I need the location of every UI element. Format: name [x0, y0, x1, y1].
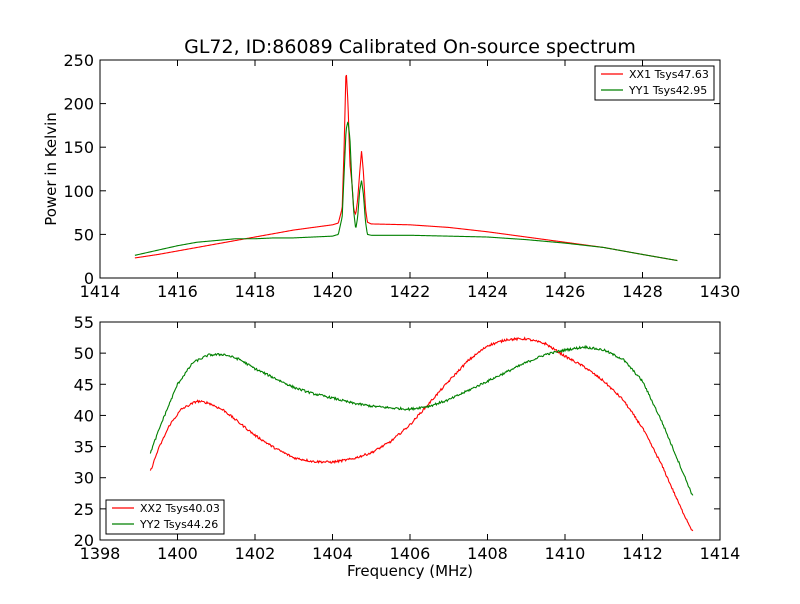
chart-title: GL72, ID:86089 Calibrated On-source spec… [184, 36, 636, 58]
bottom-y-tick-label: 20 [74, 531, 94, 550]
bottom-plot-area [99, 321, 721, 541]
top-y-tick-label: 250 [63, 51, 94, 70]
top-y-tick-label: 100 [63, 182, 94, 201]
top-x-tick-label: 1418 [235, 282, 276, 301]
x-axis-label: Frequency (MHz) [347, 562, 473, 580]
top-series-yy-line [134, 121, 678, 262]
top-y-tick-label: 50 [74, 225, 94, 244]
bottom-x-tick-label: 1414 [700, 544, 741, 563]
legend-label-yy2: YY2 Tsys44.26 [139, 518, 218, 531]
top-x-tick-label: 1420 [312, 282, 353, 301]
bottom-x-tick-label: 1402 [235, 544, 276, 563]
top-y-tick-label: 150 [63, 138, 94, 157]
top-x-tick-label: 1426 [545, 282, 586, 301]
top-legend-box [594, 65, 715, 101]
top-axis-ticks: 1414 1416 1418 1420 1422 1424 1426 1428 1430 0 50 1… [63, 51, 740, 301]
top-x-tick-label: 1416 [157, 282, 198, 301]
top-x-tick-label: 1430 [700, 282, 741, 301]
legend-label-yy1: YY1 Tsys42.95 [628, 84, 707, 97]
bottom-y-tick-label: 40 [74, 406, 94, 425]
bottom-x-tick-label: 1406 [390, 544, 431, 563]
bottom-axis-ticks: 1398 1400 1402 1404 1406 1408 1410 1412 1414 20 25… [74, 313, 741, 563]
bottom-legend: XX2 Tsys40.03 YY2 Tsys44.26 [105, 499, 225, 535]
top-y-axis-label: Power in Kelvin [42, 112, 60, 226]
top-y-tick-label: 200 [63, 95, 94, 114]
top-y-tick-label: 0 [84, 269, 94, 288]
bottom-x-tick-label: 1410 [545, 544, 586, 563]
bottom-y-tick-label: 30 [74, 469, 94, 488]
top-legend: XX1 Tsys47.63 YY1 Tsys42.95 [594, 65, 715, 101]
bottom-y-tick-label: 50 [74, 344, 94, 363]
bottom-y-tick-label: 45 [74, 375, 94, 394]
bottom-x-tick-label: 1404 [312, 544, 353, 563]
top-series-xx-line [134, 74, 678, 262]
top-x-tick-label: 1428 [622, 282, 663, 301]
bottom-series-yy-line [149, 344, 694, 496]
legend-label-xx2: XX2 Tsys40.03 [140, 502, 220, 515]
bottom-x-tick-label: 1408 [467, 544, 508, 563]
top-x-tick-label: 1422 [390, 282, 431, 301]
bottom-panel: Frequency (MHz) 1398 1400 1402 1404 1406 1408… [74, 313, 741, 580]
bottom-y-tick-label: 25 [74, 500, 94, 519]
top-series-lines [134, 74, 678, 262]
bottom-series-xx-line [149, 336, 694, 532]
top-x-tick-label: 1414 [80, 282, 121, 301]
bottom-y-tick-label: 55 [74, 313, 94, 332]
bottom-series-lines [149, 336, 694, 532]
bottom-x-tick-label: 1398 [80, 544, 121, 563]
bottom-legend-box [105, 499, 225, 535]
legend-label-xx1: XX1 Tsys47.63 [629, 68, 709, 81]
top-panel: GL72, ID:86089 Calibrated On-source spec… [42, 36, 740, 301]
top-plot-area [99, 59, 721, 279]
top-x-tick-label: 1424 [467, 282, 508, 301]
bottom-x-tick-label: 1412 [622, 544, 663, 563]
bottom-x-tick-label: 1400 [157, 544, 198, 563]
bottom-y-tick-label: 35 [74, 438, 94, 457]
